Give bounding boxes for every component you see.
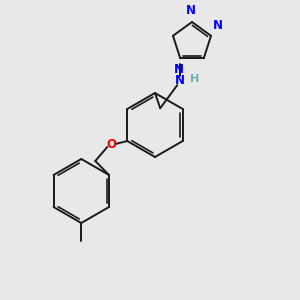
Text: N: N	[213, 19, 223, 32]
Text: N: N	[175, 74, 185, 87]
Text: O: O	[106, 139, 116, 152]
Text: N: N	[186, 4, 196, 17]
Text: H: H	[190, 74, 200, 84]
Text: N: N	[174, 63, 184, 76]
